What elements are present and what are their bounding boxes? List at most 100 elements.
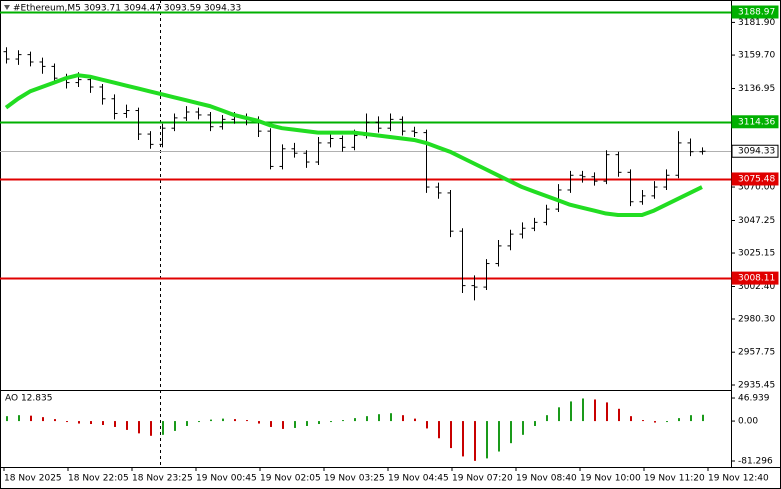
ao-bar [642, 420, 644, 422]
x-tick-label: 19 Nov 03:25 [324, 474, 385, 484]
ao-bar [366, 416, 368, 422]
ao-bar [222, 418, 224, 422]
level-label: 3008.11 [738, 274, 775, 284]
y-tick-label: 3002.40 [738, 282, 775, 292]
ao-bar [30, 415, 32, 422]
indicator-title: AO 12.835 [5, 394, 52, 404]
x-tick-label: 19 Nov 12:40 [708, 474, 769, 484]
ao-bar [498, 421, 500, 452]
ao-bar [66, 421, 68, 423]
ao-bar [306, 421, 308, 426]
ao-bar [78, 421, 80, 424]
ao-bar [630, 416, 632, 422]
ao-bar [606, 402, 608, 422]
x-tick-label: 19 Nov 02:05 [260, 474, 321, 484]
x-tick-label: 19 Nov 08:40 [516, 474, 577, 484]
ao-bar [210, 419, 212, 422]
y-tick-label: 3181.90 [738, 18, 775, 28]
x-tick-label: 19 Nov 11:20 [644, 474, 705, 484]
x-tick-label: 19 Nov 10:00 [580, 474, 641, 484]
level-label-box [731, 271, 779, 285]
ao-bar [534, 421, 536, 426]
y-tick-label: 3159.70 [738, 51, 775, 61]
level-label-box [731, 172, 779, 186]
level-label-box [731, 144, 779, 158]
ao-bar [330, 421, 332, 423]
ao-bar [282, 421, 284, 429]
y-tick-label: 2935.45 [738, 380, 775, 390]
level-label-box [731, 5, 779, 19]
level-label: 3188.97 [738, 8, 775, 18]
ao-bar [6, 416, 8, 422]
level-label: 3075.48 [738, 174, 775, 184]
y-tick-label: 2957.75 [738, 348, 775, 358]
ao-bar [18, 415, 20, 422]
ao-bar [378, 414, 380, 422]
y-tick-label: 0.00 [738, 417, 758, 427]
level-label-box [731, 115, 779, 129]
ao-bar [318, 421, 320, 425]
ao-bar [618, 408, 620, 422]
ao-bar [150, 421, 152, 436]
ao-bar [162, 421, 164, 435]
ao-bar [186, 421, 188, 426]
ao-bar [570, 401, 572, 422]
y-tick-label: -81.296 [738, 456, 773, 466]
x-tick-label: 18 Nov 2025 [4, 474, 62, 484]
x-tick-label: 19 Nov 07:20 [452, 474, 513, 484]
moving-average [4, 73, 703, 217]
ao-bar [678, 418, 680, 422]
ao-bar [690, 415, 692, 422]
ao-bar [582, 398, 584, 422]
y-tick-label: 46.939 [738, 394, 770, 404]
ao-bar [270, 421, 272, 427]
ao-bar [342, 420, 344, 422]
x-tick-label: 18 Nov 22:05 [68, 474, 129, 484]
ao-bar [402, 415, 404, 422]
ao-bar [474, 421, 476, 461]
ao-bar [174, 421, 176, 431]
ao-bar [54, 419, 56, 422]
ao-bar [126, 421, 128, 430]
ao-bar [438, 421, 440, 439]
ao-bar [546, 415, 548, 422]
ao-bar [258, 421, 260, 424]
y-tick-label: 3047.25 [738, 216, 775, 226]
x-tick-label: 19 Nov 04:45 [388, 474, 449, 484]
ao-bar [486, 421, 488, 459]
ao-bar [654, 421, 656, 423]
ao-bar [522, 421, 524, 435]
level-label: 3114.36 [738, 117, 775, 127]
level-label: 3094.33 [738, 147, 775, 157]
ao-bar [234, 419, 236, 422]
ao-bar [414, 418, 416, 422]
ao-bar [246, 420, 248, 422]
ao-bar [666, 421, 668, 423]
y-tick-label: 3025.15 [738, 249, 775, 259]
y-tick-label: 3070.00 [738, 183, 775, 193]
ao-bar [198, 421, 200, 423]
ao-bar [594, 399, 596, 422]
ao-bar [294, 421, 296, 428]
ao-bar [426, 421, 428, 429]
ao-bar [114, 421, 116, 427]
y-tick-label: 3136.95 [738, 84, 775, 94]
chart-title: #Ethereum,M5 3093.71 3094.47 3093.59 309… [13, 4, 241, 14]
x-tick-label: 18 Nov 23:25 [132, 474, 193, 484]
ao-bar [558, 407, 560, 422]
x-tick-label: 19 Nov 00:45 [196, 474, 257, 484]
ao-bar [702, 414, 704, 422]
y-tick-label: 2980.30 [738, 315, 775, 325]
ao-bar [390, 413, 392, 422]
ao-bar [354, 418, 356, 422]
ao-bar [510, 421, 512, 444]
ao-bar [138, 421, 140, 434]
ao-bar [90, 421, 92, 425]
ao-bar [102, 421, 104, 425]
ao-bar [462, 421, 464, 457]
ao-bar [450, 421, 452, 449]
collapse-icon [4, 5, 10, 10]
ao-bar [42, 417, 44, 422]
